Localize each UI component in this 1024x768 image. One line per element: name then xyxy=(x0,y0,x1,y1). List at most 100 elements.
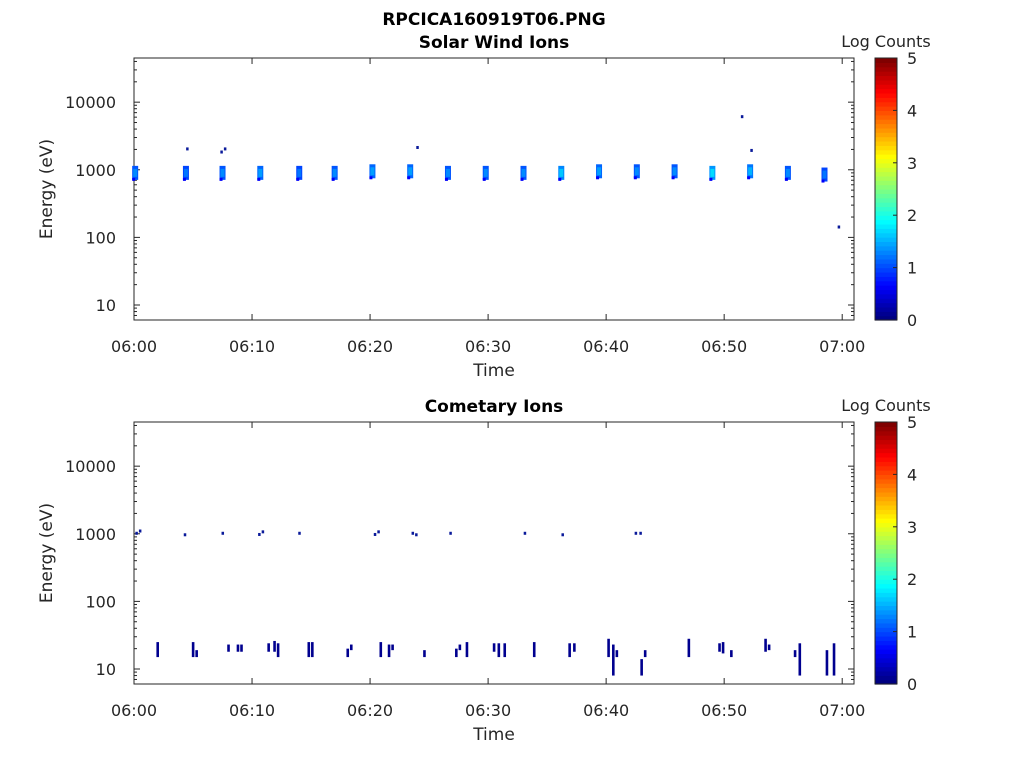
speck-mark xyxy=(639,531,642,535)
x-tick-label: 06:40 xyxy=(583,337,629,356)
colorbar-step xyxy=(875,289,897,295)
colorbar-step xyxy=(875,158,897,164)
colorbar-step xyxy=(875,110,897,116)
colorbar-step xyxy=(875,635,897,641)
y-tick-label: 10000 xyxy=(65,93,116,112)
colorbar-step xyxy=(875,245,897,251)
blob-fringe xyxy=(747,176,751,180)
bar-mark xyxy=(825,650,829,676)
blob-core xyxy=(597,167,602,176)
colorbar-step xyxy=(875,97,897,103)
colorbar-step xyxy=(875,570,897,576)
colorbar-tick-label: 5 xyxy=(907,413,917,432)
colorbar-step xyxy=(875,202,897,208)
blob-core xyxy=(408,167,413,176)
bar-mark xyxy=(643,650,647,658)
blob-fringe xyxy=(482,177,486,181)
bar-mark xyxy=(573,643,576,652)
bar-mark xyxy=(721,642,725,654)
blob-core xyxy=(220,168,225,177)
speck-mark xyxy=(223,147,227,151)
speck-mark xyxy=(561,533,564,537)
colorbar-step xyxy=(875,491,897,497)
y-tick-label: 10 xyxy=(96,296,116,315)
blob-core xyxy=(183,168,188,177)
blob-fringe xyxy=(671,176,675,180)
colorbar-step xyxy=(875,452,897,458)
x-tick-label: 06:30 xyxy=(465,701,511,720)
bar-mark xyxy=(492,643,496,652)
colorbar-tick-label: 2 xyxy=(907,570,917,589)
colorbar-step xyxy=(875,666,897,672)
colorbar-step xyxy=(875,574,897,580)
bar-mark xyxy=(307,642,311,658)
colorbar-step xyxy=(875,557,897,563)
colorbar-step xyxy=(875,140,897,146)
x-tick-label: 06:20 xyxy=(347,701,393,720)
x-tick-label: 06:00 xyxy=(111,337,157,356)
colorbar-tick-label: 0 xyxy=(907,311,917,330)
blob-core xyxy=(559,168,564,177)
colorbar-step xyxy=(875,306,897,312)
colorbar-step xyxy=(875,587,897,593)
blob-fringe xyxy=(596,176,600,180)
colorbar-step xyxy=(875,92,897,98)
cometary-xlabel: Time xyxy=(472,725,515,745)
colorbar-step xyxy=(875,298,897,304)
cometary-title: Cometary Ions xyxy=(425,397,564,417)
blob-core xyxy=(258,168,263,177)
colorbar-step xyxy=(875,145,897,151)
colorbar-step xyxy=(875,439,897,445)
colorbar-step xyxy=(875,553,897,558)
plot-frame xyxy=(133,421,855,685)
colorbar-frame xyxy=(874,57,898,321)
colorbar-step xyxy=(875,184,897,190)
colorbar-step xyxy=(875,614,897,620)
solar-wind-title: Solar Wind Ions xyxy=(419,33,570,53)
colorbar-step xyxy=(875,592,897,598)
colorbar-step xyxy=(875,465,897,471)
x-tick-label: 06:50 xyxy=(701,701,747,720)
bar-mark xyxy=(640,659,643,676)
colorbar-step xyxy=(875,448,897,454)
colorbar-step xyxy=(875,285,897,291)
colorbar-step xyxy=(875,215,897,221)
blob-fringe xyxy=(219,177,223,181)
blob-core xyxy=(297,168,302,177)
solar-wind-plot-area: 10 100 1000 10000 06:00 06:10 06:20 06:30 06:40 0… xyxy=(65,57,865,356)
solar-wind-colorbar: 0 1 2 3 4 5 xyxy=(874,49,917,330)
colorbar-step xyxy=(875,132,897,138)
cometary-ylabel: Energy (eV) xyxy=(37,503,57,603)
speck-mark xyxy=(221,531,225,535)
bar-mark xyxy=(276,643,280,658)
blob-core xyxy=(748,167,753,176)
x-tick-label: 07:00 xyxy=(819,337,865,356)
x-tick-label: 06:30 xyxy=(465,337,511,356)
bar-mark xyxy=(465,642,469,658)
speck-mark xyxy=(449,531,452,535)
colorbar-step xyxy=(875,513,897,519)
colorbar-step xyxy=(875,237,897,242)
colorbar-step xyxy=(875,601,897,606)
speck-mark xyxy=(261,530,265,534)
bar-mark xyxy=(379,642,383,658)
colorbar-step xyxy=(875,101,897,107)
blob-core xyxy=(332,168,337,177)
colorbar-step xyxy=(875,548,897,554)
colorbar-step xyxy=(875,561,897,567)
colorbar-step xyxy=(875,171,897,177)
bar-mark xyxy=(227,644,230,652)
speck-mark xyxy=(416,145,419,149)
colorbar-step xyxy=(875,189,897,194)
blob-fringe xyxy=(407,176,411,180)
colorbar-step xyxy=(875,75,897,81)
colorbar-step xyxy=(875,422,897,427)
blob-core xyxy=(822,170,827,179)
blob-fringe xyxy=(132,177,136,181)
x-tick-label: 06:10 xyxy=(229,701,275,720)
speck-mark xyxy=(220,150,223,154)
colorbar-step xyxy=(875,136,897,142)
x-tick-label: 06:50 xyxy=(701,337,747,356)
bar-mark xyxy=(612,644,615,676)
